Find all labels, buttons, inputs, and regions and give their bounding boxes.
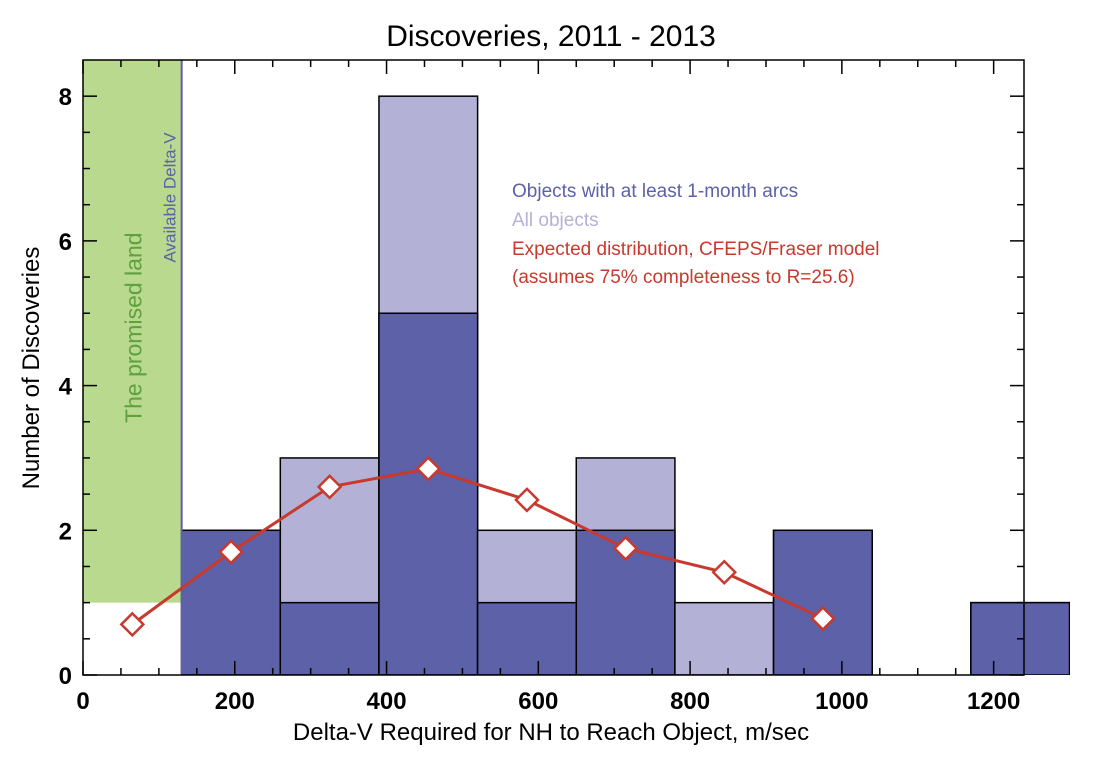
legend-entry-expected-distribution: Expected distribution, CFEPS/Fraser mode… xyxy=(512,239,880,260)
expected-distribution-point xyxy=(119,611,146,638)
x-axis-label: Delta-V Required for NH to Reach Object,… xyxy=(293,719,809,746)
promised-land-region xyxy=(83,60,182,603)
x-tick-label: 1200 xyxy=(967,688,1020,715)
expected-distribution-point xyxy=(514,487,540,513)
y-tick-label: 6 xyxy=(59,229,72,256)
legend-entry-one-month-arcs: Objects with at least 1-month arcs xyxy=(512,181,798,202)
available-delta-v-label: Available Delta-V xyxy=(161,132,180,263)
bar-one-month-arcs xyxy=(279,601,380,675)
expected-distribution-point xyxy=(415,456,442,482)
expected-distribution-point xyxy=(612,535,639,562)
x-tick-label: 800 xyxy=(670,688,710,715)
y-tick-label: 8 xyxy=(59,84,72,111)
axes: 0 200 400 600 800 1000 1200 0 2 4 6 8 xyxy=(59,59,1025,715)
x-tick-label: 600 xyxy=(518,688,558,715)
chart-title: Discoveries, 2011 - 2013 xyxy=(386,20,716,53)
bar-one-month-arcs xyxy=(378,312,479,675)
legend: Objects with at least 1-month arcs All ob… xyxy=(512,181,880,288)
expected-distribution-point xyxy=(810,605,836,632)
legend-entry-all-objects: All objects xyxy=(512,210,599,231)
x-tick-label: 400 xyxy=(367,688,407,715)
bar-all-objects xyxy=(674,601,775,675)
y-tick-label: 4 xyxy=(59,374,73,401)
y-axis-label: Number of Discoveries xyxy=(18,247,45,490)
x-tick-label: 200 xyxy=(215,688,255,715)
plot-frame xyxy=(82,59,1025,676)
x-tick-label: 0 xyxy=(76,688,89,715)
promised-land-label: The promised land xyxy=(120,232,146,423)
expected-distribution-point xyxy=(711,559,738,586)
expected-distribution-point xyxy=(218,539,244,565)
bar-one-month-arcs xyxy=(476,601,578,675)
expected-distribution-line xyxy=(131,467,824,626)
plot-area: The promised land Available Delta-V xyxy=(83,60,1070,675)
expected-distribution-point xyxy=(316,474,343,500)
y-tick-label: 2 xyxy=(59,518,72,545)
legend-entry-expected-distribution-note: (assumes 75% completeness to R=25.6) xyxy=(512,267,855,288)
x-tick-label: 1000 xyxy=(815,688,868,715)
y-tick-label: 0 xyxy=(59,663,72,690)
